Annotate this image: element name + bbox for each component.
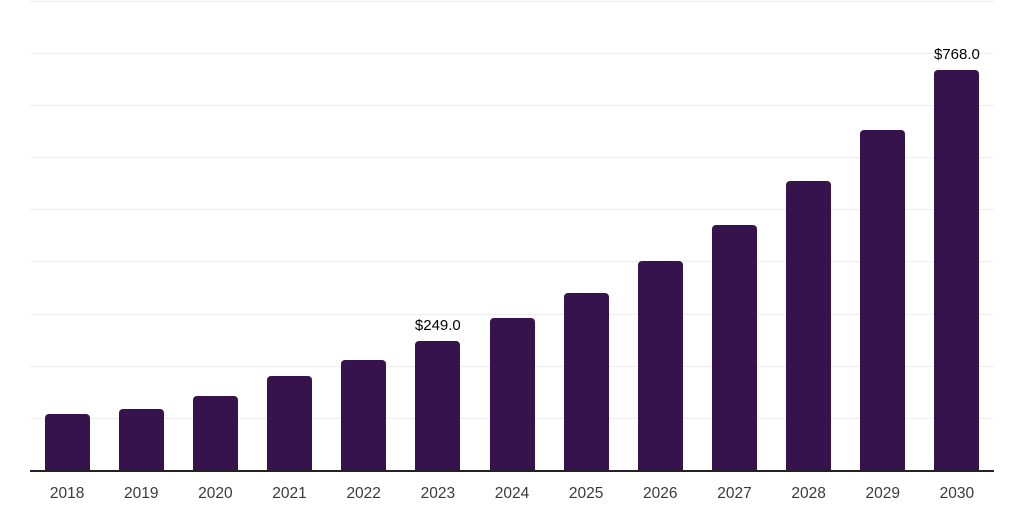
x-tick-label-2018: 2018 (49, 485, 85, 502)
bar-2018 (44, 414, 90, 471)
bar-2021 (267, 375, 313, 471)
x-tick-label-2028: 2028 (791, 485, 826, 502)
bar-2030 (934, 69, 980, 471)
bar-2026 (637, 261, 683, 471)
gridline-300 (30, 313, 994, 315)
x-tick-label-2019: 2019 (123, 485, 159, 502)
bar-2028 (786, 180, 832, 471)
gridline-600 (30, 157, 994, 158)
x-tick-label-2024: 2024 (494, 485, 530, 502)
bar-2020 (192, 396, 238, 471)
x-tick-label-2027: 2027 (717, 485, 752, 502)
x-tick-label-2023: 2023 (420, 485, 456, 502)
x-tick-label-2030: 2030 (939, 485, 975, 502)
gridline-800 (30, 52, 994, 54)
value-label-2030: $768.0 (933, 45, 980, 63)
x-tick-label-2021: 2021 (272, 485, 307, 502)
x-tick-label-2025: 2025 (568, 485, 604, 502)
gridline-500 (30, 209, 994, 211)
x-tick-label-2026: 2026 (643, 485, 678, 502)
gridline-700 (30, 104, 994, 106)
bar-2029 (860, 130, 906, 471)
x-tick-label-2029: 2029 (865, 485, 900, 502)
bar-2019 (118, 408, 164, 471)
bar-2023 (415, 340, 461, 471)
x-axis-line (30, 469, 994, 472)
gridline-400 (30, 261, 994, 263)
bar-2027 (711, 225, 757, 471)
bar-2025 (563, 292, 609, 471)
bar-2022 (341, 359, 387, 471)
gridline-900 (30, 0, 994, 2)
value-label-2023: $249.0 (414, 316, 461, 334)
bar-2024 (489, 318, 535, 471)
x-tick-label-2022: 2022 (346, 485, 381, 502)
x-tick-label-2020: 2020 (198, 485, 233, 502)
